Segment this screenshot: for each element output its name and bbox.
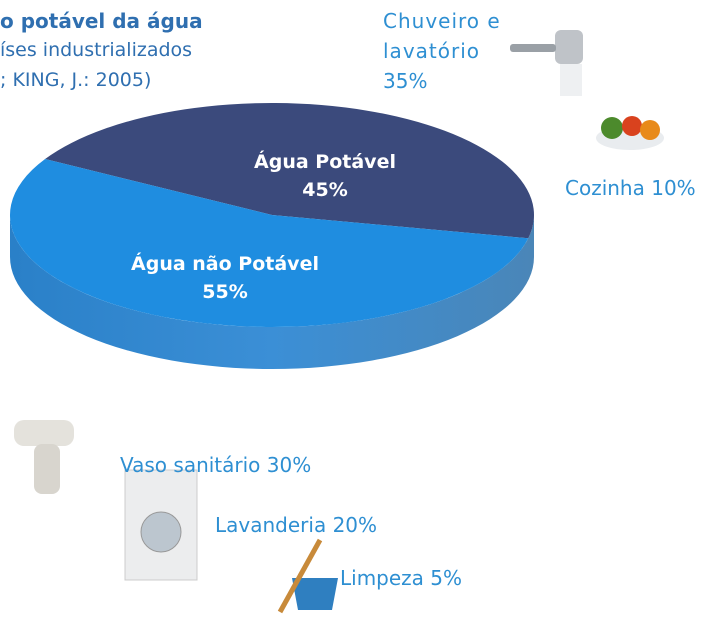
use-value-label: 5% xyxy=(430,566,463,590)
use-label: Chuveiro e lavatório 35% xyxy=(383,6,508,96)
kitchen-icon xyxy=(596,116,664,150)
use-value-label: 30% xyxy=(266,453,312,477)
toilet-icon xyxy=(14,420,74,494)
bucket-icon xyxy=(277,538,338,614)
use-label: Vaso sanitário 30% xyxy=(120,450,420,480)
use-value-label: 20% xyxy=(332,513,378,537)
shower-icon xyxy=(510,30,583,96)
slice-value-label: 45% xyxy=(302,179,347,201)
use-value-label: 35% xyxy=(383,69,428,93)
slice-value-label: 55% xyxy=(202,281,247,303)
pie-slice xyxy=(9,159,529,328)
use-label: Lavanderia 20% xyxy=(215,510,515,540)
slice-label: Água não Potável xyxy=(131,252,319,275)
use-name: Cozinha xyxy=(565,176,645,200)
use-name: Lavanderia xyxy=(215,513,327,537)
use-name: Limpeza xyxy=(340,566,424,590)
use-name: Vaso sanitário xyxy=(120,453,261,477)
use-name: Chuveiro e lavatório xyxy=(383,9,501,63)
pie-slice xyxy=(45,103,534,239)
pie-side xyxy=(10,215,534,369)
title-line: íses industrializados xyxy=(0,39,192,61)
use-value-label: 10% xyxy=(651,176,696,200)
use-label: Limpeza 5% xyxy=(340,563,540,593)
use-label: Cozinha 10% xyxy=(565,173,724,203)
slice-label: Água Potável xyxy=(254,150,396,173)
title-line: o potável da água xyxy=(0,9,203,33)
title-line: ; KING, J.: 2005) xyxy=(0,69,151,91)
pie xyxy=(9,103,534,369)
washer-icon xyxy=(124,469,198,581)
